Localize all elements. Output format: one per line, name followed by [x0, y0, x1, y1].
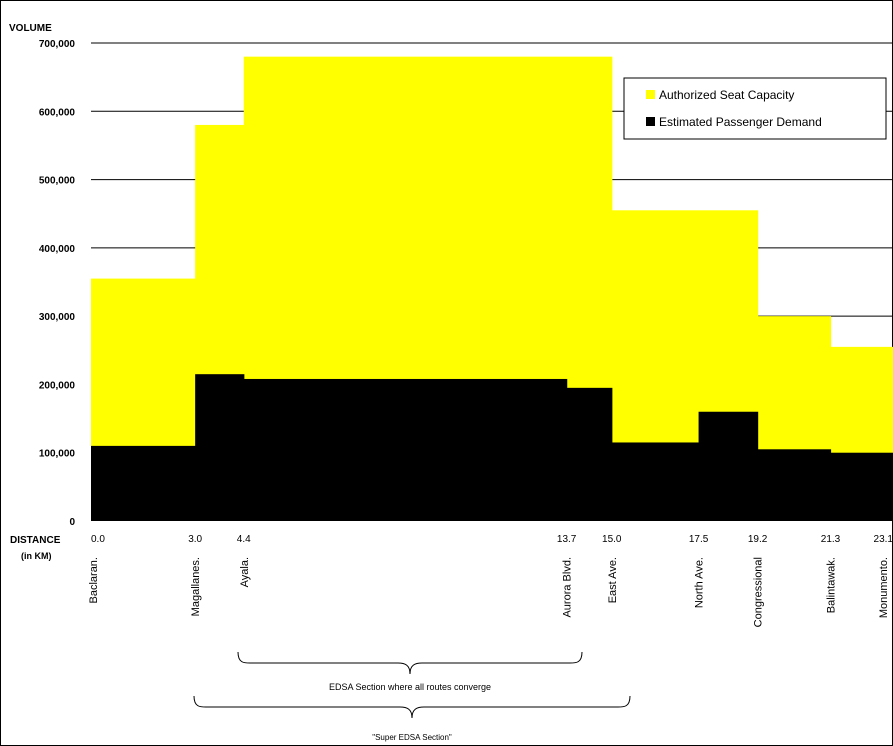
- y-tick-label-7: 700,000: [39, 39, 76, 50]
- demand-step-4: [611, 442, 700, 521]
- demand-step-5: [698, 411, 759, 521]
- demand-step-2: [243, 378, 568, 521]
- demand-step-1: [195, 374, 245, 521]
- x-tick-labels: 0.0 3.0 4.4 13.7 15.0 17.5 19.2 21.3 23.1: [91, 534, 893, 545]
- y-tick-label-1: 100,000: [39, 449, 76, 460]
- station-label-7: Balintawak.: [826, 557, 838, 613]
- y-tick-label-6: 600,000: [39, 107, 76, 118]
- legend-swatch-0: [646, 90, 655, 99]
- y-tick-labels: 0 100,000 200,000 300,000 400,000 500,000 600,…: [39, 39, 76, 528]
- station-label-8: Monumento.: [878, 557, 890, 618]
- x-axis-subtitle: (in KM): [21, 551, 52, 561]
- y-tick-label-3: 300,000: [39, 312, 76, 323]
- station-labels: Baclaran. Magallanes. Ayala. Aurora Blvd. Ea…: [88, 557, 890, 627]
- x-tick-label-2: 4.4: [237, 534, 251, 545]
- y-tick-label-0: 0: [69, 517, 75, 528]
- series-areas: [91, 56, 893, 522]
- x-axis-title: DISTANCE: [10, 535, 61, 546]
- annotation-braces: EDSA Section where all routes converge "S…: [193, 651, 631, 742]
- x-tick-label-4: 15.0: [602, 534, 622, 545]
- legend-box: [623, 77, 887, 140]
- legend-swatch-1: [646, 117, 655, 126]
- x-tick-label-7: 21.3: [821, 534, 841, 545]
- station-label-2: Ayala.: [239, 557, 251, 587]
- annotation-edsa-section: EDSA Section where all routes converge: [329, 682, 491, 692]
- x-tick-label-0: 0.0: [91, 534, 105, 545]
- station-label-0: Baclaran.: [88, 557, 100, 603]
- station-label-3: Aurora Blvd.: [562, 557, 574, 618]
- brace-super-edsa: [193, 695, 631, 719]
- x-tick-label-1: 3.0: [188, 534, 202, 545]
- legend: Authorized Seat Capacity Estimated Passen…: [623, 77, 887, 140]
- demand-step-7: [830, 452, 893, 521]
- x-tick-label-8: 23.1: [874, 534, 893, 545]
- demand-step-0: [91, 445, 196, 521]
- y-axis-title: VOLUME: [9, 23, 52, 34]
- demand-step-6: [757, 449, 832, 521]
- y-tick-label-2: 200,000: [39, 380, 76, 391]
- legend-label-1: Estimated Passenger Demand: [659, 115, 822, 129]
- brace-edsa-section: [237, 651, 583, 675]
- station-label-1: Magallanes.: [190, 557, 202, 616]
- x-tick-label-6: 19.2: [748, 534, 768, 545]
- station-label-5: North Ave.: [694, 557, 706, 608]
- x-tick-label-3: 13.7: [557, 534, 577, 545]
- y-tick-label-5: 500,000: [39, 176, 76, 187]
- station-label-6: Congressional: [753, 557, 765, 627]
- y-tick-label-4: 400,000: [39, 244, 76, 255]
- demand-step-3: [566, 387, 613, 521]
- station-label-4: East Ave.: [607, 557, 619, 603]
- annotation-super-edsa: "Super EDSA Section": [372, 733, 452, 742]
- x-tick-label-5: 17.5: [689, 534, 709, 545]
- legend-label-0: Authorized Seat Capacity: [659, 88, 794, 102]
